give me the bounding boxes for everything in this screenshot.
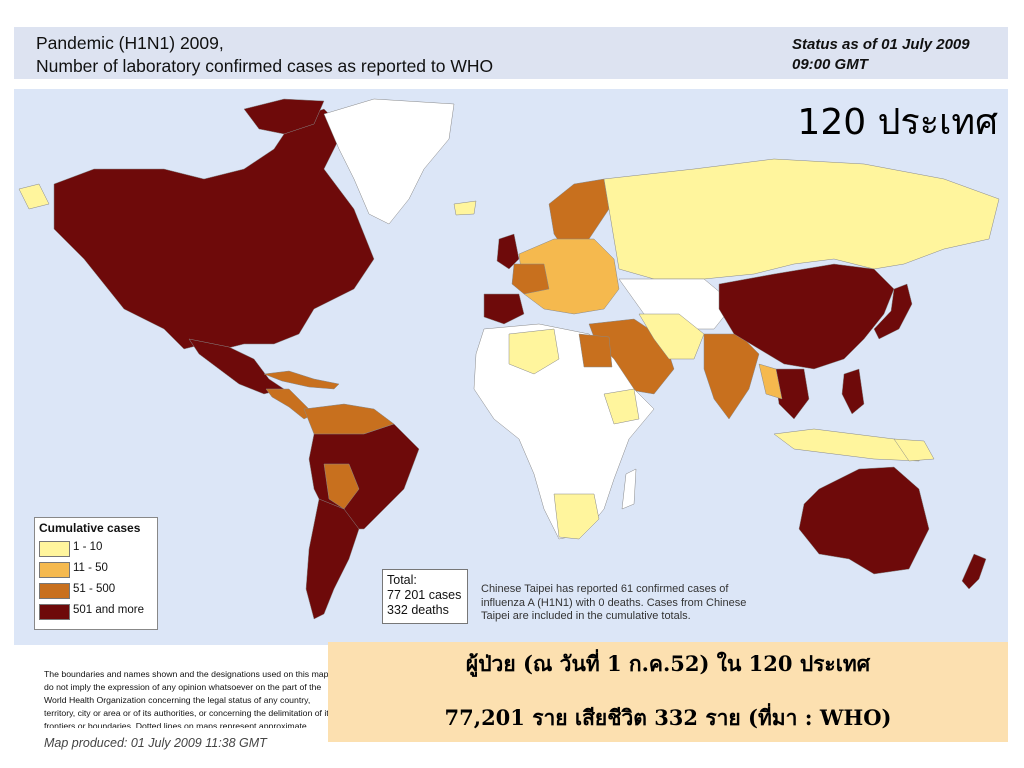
totals-label: Total:: [387, 573, 417, 587]
region-egypt: [578, 333, 613, 368]
totals-box: Total: 77 201 cases 332 deaths: [382, 569, 468, 624]
region-iran: [638, 313, 705, 360]
region-scandinavia: [548, 178, 610, 250]
region-madagascar: [621, 468, 637, 510]
map-legend: Cumulative cases 1 - 10 11 - 50 51 - 500…: [34, 517, 158, 630]
region-mexico: [188, 338, 285, 395]
taipei-note: Chinese Taipei has reported 61 confirmed…: [481, 583, 747, 622]
region-russia: [603, 158, 1000, 280]
status-date: Status as of 01 July 2009: [792, 36, 970, 53]
legend-label: 1 - 10: [73, 541, 103, 553]
region-greenland: [323, 98, 455, 225]
legend-label: 501 and more: [73, 604, 144, 616]
map-title: Pandemic (H1N1) 2009,: [36, 33, 224, 53]
legend-swatch: [39, 541, 70, 557]
region-japan: [873, 283, 913, 340]
totals-cases: 77 201 cases: [387, 588, 462, 602]
country-count: 120 ประเทศ: [797, 102, 998, 143]
region-north-america: [53, 108, 375, 350]
region-thailand: [773, 368, 810, 420]
totals-deaths: 332 deaths: [387, 603, 449, 617]
status-time: 09:00 GMT: [792, 56, 868, 73]
legend-swatch: [39, 604, 70, 620]
region-south-africa: [553, 493, 600, 540]
region-alaska-tip: [18, 183, 50, 210]
header-bar: Pandemic (H1N1) 2009, Number of laborato…: [14, 27, 1008, 79]
region-east-africa: [603, 388, 640, 425]
legend-title: Cumulative cases: [39, 521, 141, 535]
region-spain: [483, 293, 525, 325]
region-caribbean: [263, 370, 340, 390]
legend-swatch: [39, 583, 70, 599]
world-map: 120 ประเทศ Cumulative cases 1 - 10 11 - …: [14, 89, 1008, 645]
region-new-zealand: [961, 553, 987, 590]
region-png: [893, 438, 935, 462]
region-north-africa: [508, 328, 560, 375]
world-map-svg: [18, 98, 1000, 620]
region-australia: [798, 466, 930, 575]
region-bolivia: [323, 463, 360, 510]
region-iceland: [453, 200, 477, 216]
region-china: [718, 263, 895, 370]
region-philippines: [841, 368, 865, 415]
map-produced: Map produced: 01 July 2009 11:38 GMT: [44, 736, 267, 750]
thai-summary-line1: ผู้ป่วย (ณ วันที่ 1 ก.ค.52) ใน 120 ประเท…: [465, 651, 871, 676]
thai-summary-line2: 77,201 ราย เสียชีวิต 332 ราย (ที่มา : WH…: [444, 705, 892, 730]
region-se-asia: [758, 363, 783, 400]
legend-swatch: [39, 562, 70, 578]
region-europe: [518, 238, 620, 315]
legend-label: 51 - 500: [73, 583, 116, 595]
region-india: [703, 333, 760, 420]
legend-label: 11 - 50: [73, 562, 108, 574]
thai-summary-box: ผู้ป่วย (ณ วันที่ 1 ก.ค.52) ใน 120 ประเท…: [328, 642, 1008, 742]
region-argentina-chile: [305, 498, 360, 620]
map-subtitle: Number of laboratory confirmed cases as …: [36, 56, 494, 76]
disclaimer: The boundaries and names shown and the d…: [44, 669, 333, 728]
region-france: [511, 263, 550, 295]
region-arctic-islands: [243, 98, 325, 135]
